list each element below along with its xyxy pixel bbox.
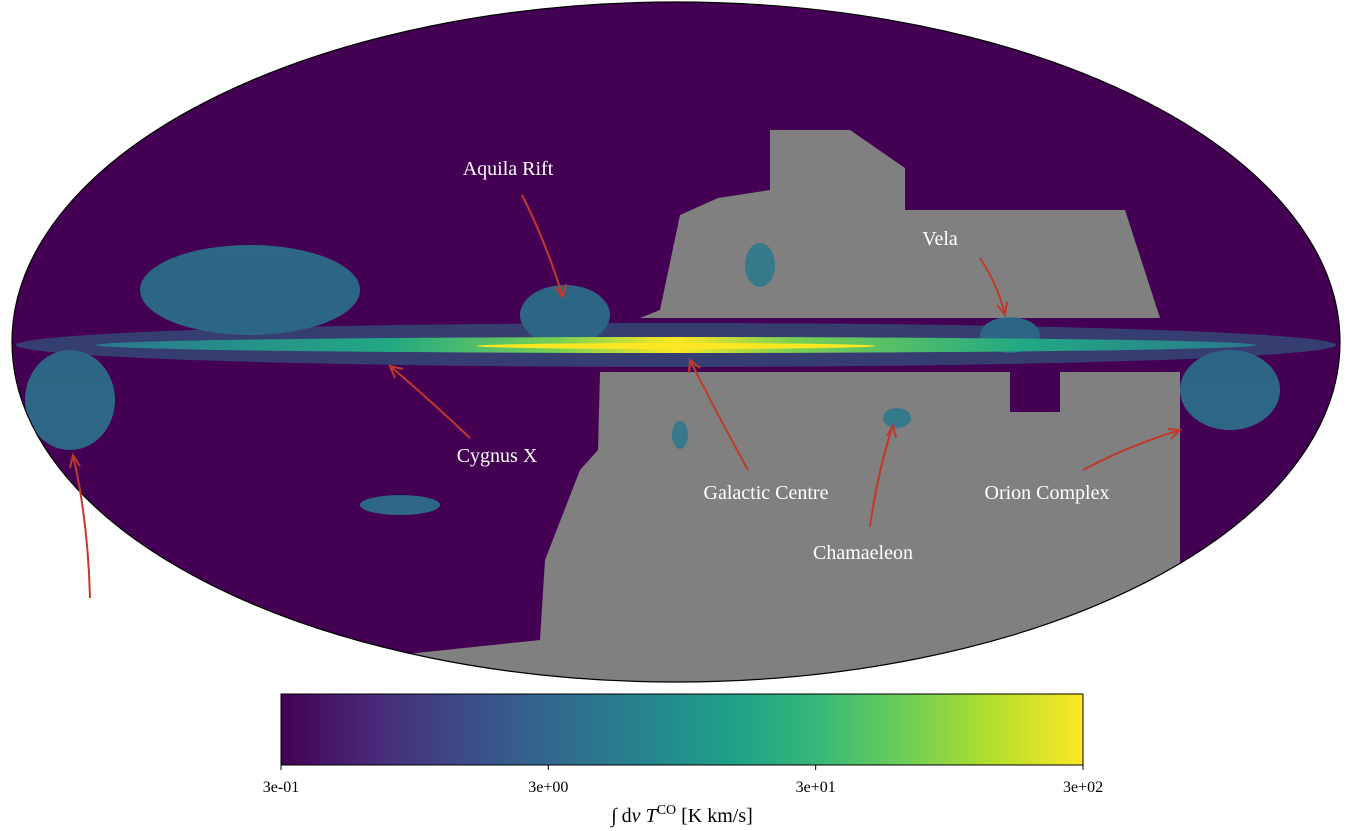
annotation: Galactic Centre [704, 482, 829, 504]
tick-label: 3e-01 [263, 779, 299, 796]
figure: Aquila Rift Vela Cygnus X Galactic Centre Ch… [0, 0, 1352, 831]
label-part: [K km/s] [676, 805, 753, 827]
tick-label: 3e+01 [796, 779, 836, 796]
label-part: ∫ d [609, 805, 631, 828]
annotation: Orion Complex [985, 482, 1110, 504]
annotation: Cygnus X [457, 445, 538, 467]
annotation: Vela [922, 228, 958, 250]
colorbar [281, 694, 1083, 765]
tick-label: 3e+00 [528, 779, 568, 796]
label-part: CO [657, 803, 676, 818]
sky-map [0, 0, 1352, 700]
annotation: Chamaeleon [813, 542, 913, 564]
colorbar-ticks: 3e-01 3e+00 3e+01 3e+02 [263, 765, 1103, 796]
annotation: Taurus Complex [32, 613, 164, 635]
annotation: Aquila Rift [463, 158, 554, 180]
label-part: v [632, 805, 641, 827]
colorbar-label: ∫ dv TCO [K km/s] [609, 803, 753, 828]
tick-label: 3e+02 [1063, 779, 1103, 796]
